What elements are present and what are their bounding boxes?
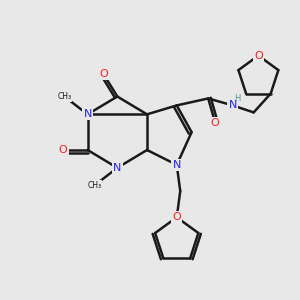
- Text: N: N: [113, 163, 122, 173]
- Text: N: N: [172, 160, 181, 170]
- Text: N: N: [83, 109, 92, 119]
- Text: N: N: [229, 100, 237, 110]
- Text: O: O: [211, 118, 220, 128]
- Text: O: O: [59, 145, 68, 155]
- Text: CH₃: CH₃: [88, 181, 102, 190]
- Text: CH₃: CH₃: [58, 92, 72, 101]
- Text: O: O: [99, 69, 108, 79]
- Text: O: O: [254, 51, 263, 61]
- Text: O: O: [172, 212, 181, 222]
- Text: H: H: [234, 94, 240, 103]
